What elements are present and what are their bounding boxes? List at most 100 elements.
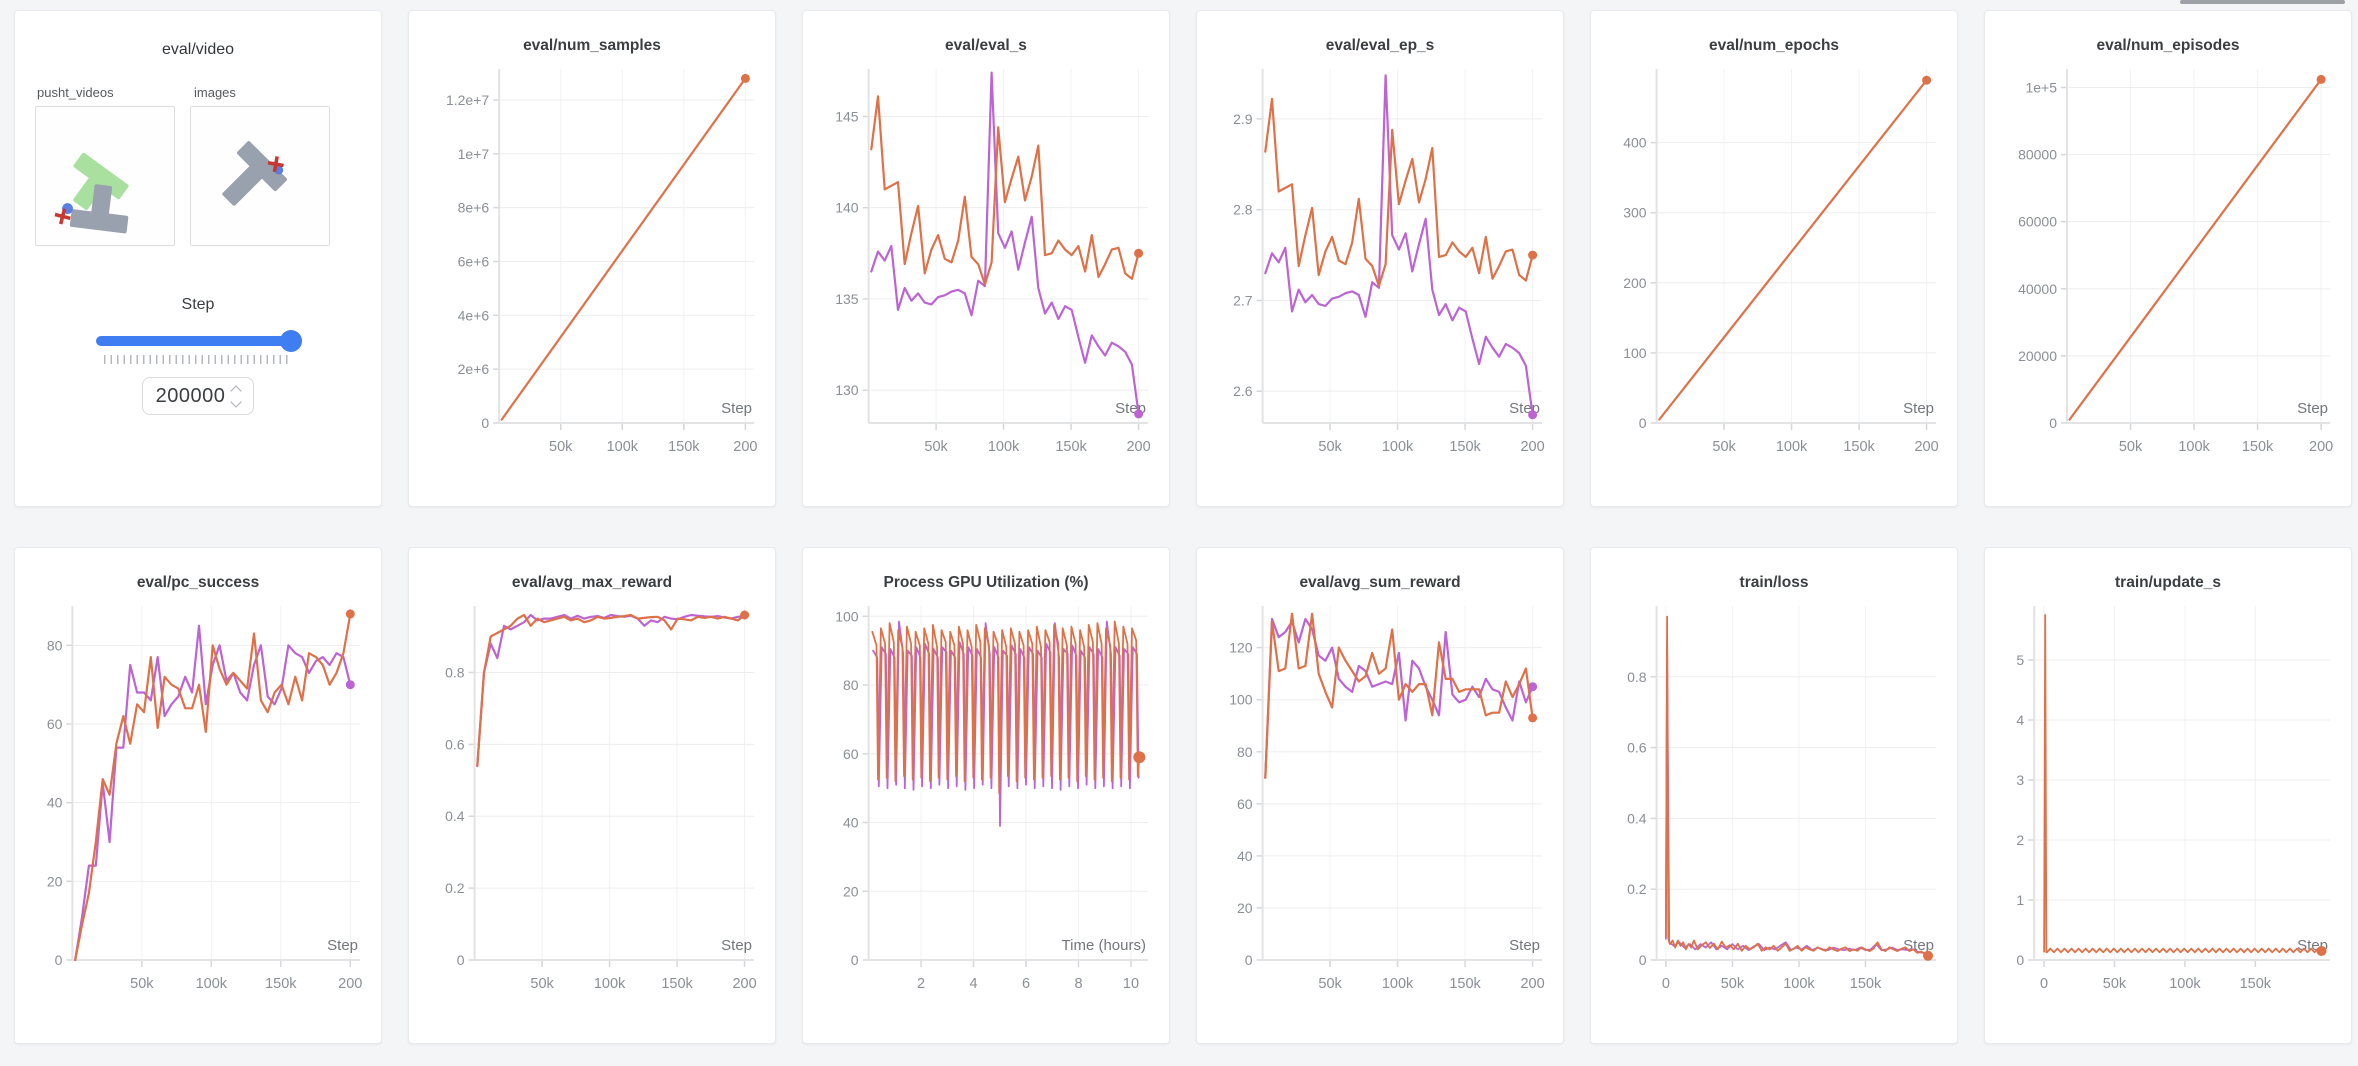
line-chart[interactable]: 50k 100k 150k 200 0 20 40 60 80 100 120 Step <box>1208 600 1552 1012</box>
x-axis-title: Step <box>721 937 752 954</box>
x-tick-label: 150k <box>1843 439 1875 455</box>
y-tick-label: 0 <box>851 952 859 968</box>
panel-eval-eval-s: eval/eval_s 50k 100k 150k 200 130 135 140 145 St… <box>802 10 1170 507</box>
x-tick-label: 150k <box>1449 439 1481 455</box>
x-tick-label: 100k <box>607 439 639 455</box>
x-tick-label: 100k <box>1783 976 1815 992</box>
x-tick-label: 200 <box>1126 439 1150 455</box>
series-line-orange-run <box>74 612 352 962</box>
y-tick-label: 80 <box>47 637 63 653</box>
x-tick-label: 200 <box>338 976 362 992</box>
chart-svg[interactable]: 50k 100k 150k 200 0 20000 40000 60000 80000 1e+5 S… <box>1996 63 2340 475</box>
panel-eval-num-epochs: eval/num_epochs 50k 100k 150k 200 0 100 200 300… <box>1590 10 1958 507</box>
line-chart[interactable]: 50k 100k 150k 200 0 2e+6 4e+6 6e+6 8e+6 1e+7 1.2e+… <box>420 63 764 475</box>
panel-title: eval/num_samples <box>523 37 661 54</box>
y-tick-label: 140 <box>835 200 859 216</box>
y-tick-label: 4e+6 <box>458 307 490 323</box>
x-tick-label: 100k <box>594 976 626 992</box>
x-tick-label: 150k <box>668 439 700 455</box>
y-tick-label: 40 <box>47 795 63 811</box>
x-tick-label: 100k <box>1382 439 1414 455</box>
y-tick-label: 80 <box>843 677 859 693</box>
x-tick-label: 150k <box>265 976 297 992</box>
y-tick-label: 0.8 <box>1627 669 1647 685</box>
horizontal-scrollbar-thumb[interactable] <box>2180 0 2345 4</box>
panel-title: Process GPU Utilization (%) <box>883 574 1089 591</box>
x-tick-label: 4 <box>969 976 977 992</box>
series-line-purple-run <box>74 624 352 962</box>
x-tick-label: 100k <box>988 439 1020 455</box>
y-tick-label: 1e+5 <box>2025 79 2057 95</box>
y-tick-label: 80000 <box>2018 147 2057 163</box>
y-tick-label: 20000 <box>2018 348 2057 364</box>
panel-title: eval/avg_max_reward <box>511 574 673 591</box>
x-tick-label: 50k <box>1318 439 1342 455</box>
series-end-dot <box>1134 248 1144 258</box>
line-chart[interactable]: 2 4 6 8 10 0 20 40 60 80 100 Time (hours) <box>814 600 1158 1012</box>
stepper-up-icon[interactable] <box>230 384 243 397</box>
y-tick-label: 0 <box>1639 415 1647 431</box>
number-stepper[interactable] <box>230 384 243 408</box>
images-thumbnail[interactable] <box>190 106 330 246</box>
x-tick-label: 50k <box>924 439 948 455</box>
panel-eval-video: eval/video pusht_videos images <box>14 10 382 507</box>
step-value[interactable]: 200000 <box>155 384 226 407</box>
panel-title: eval/eval_s <box>945 37 1027 54</box>
x-tick-label: 8 <box>1074 976 1082 992</box>
y-tick-label: 20 <box>843 883 859 899</box>
x-tick-label: 150k <box>2242 439 2274 455</box>
series-end-dot <box>1528 250 1538 260</box>
step-slider-label: Step <box>181 296 215 313</box>
line-chart[interactable]: 0 50k 100k 150k 0 1 2 3 4 5 Step <box>1996 600 2340 1012</box>
y-tick-label: 40 <box>1237 848 1253 864</box>
line-chart[interactable]: 50k 100k 150k 200 0 20000 40000 60000 80000 1e+5 S… <box>1996 63 2340 475</box>
x-tick-label: 50k <box>2103 976 2127 992</box>
line-chart[interactable]: 50k 100k 150k 200 130 135 140 145 Step <box>814 63 1158 475</box>
series-end-dot <box>1922 75 1932 85</box>
y-tick-label: 40000 <box>2018 281 2057 297</box>
chart-svg[interactable]: 50k 100k 150k 200 0 0.2 0.4 0.6 0.8 Step <box>420 600 764 1012</box>
step-number-input[interactable]: 200000 <box>142 377 254 415</box>
series-end-dot <box>1528 410 1538 420</box>
panel-eval-num-samples: eval/num_samples 50k 100k 150k 200 0 2e+6 4e+6… <box>408 10 776 507</box>
chart-svg[interactable]: 50k 100k 150k 200 0 20 40 60 80 Step <box>26 600 370 1012</box>
panel-title: eval/eval_ep_s <box>1325 37 1435 54</box>
line-chart[interactable]: 50k 100k 150k 200 2.6 2.7 2.8 2.9 Step <box>1208 63 1552 475</box>
line-chart[interactable]: 0 50k 100k 150k 0 0.2 0.4 0.6 0.8 Step <box>1602 600 1946 1012</box>
x-tick-label: 200 <box>1520 439 1544 455</box>
y-tick-label: 100 <box>835 608 859 624</box>
y-tick-label: 0 <box>481 415 489 431</box>
x-axis-title: Step <box>1903 400 1934 417</box>
y-tick-label: 60 <box>47 716 63 732</box>
series-line-orange-run <box>1665 615 1929 957</box>
step-slider[interactable] <box>96 330 302 352</box>
y-tick-label: 0 <box>1245 952 1253 968</box>
line-chart[interactable]: 50k 100k 150k 200 0 20 40 60 80 Step <box>26 600 370 1012</box>
images-label: images <box>194 85 236 100</box>
series-end-dot <box>1133 751 1146 764</box>
line-chart[interactable]: 50k 100k 150k 200 0 0.2 0.4 0.6 0.8 Step <box>420 600 764 1012</box>
chart-svg[interactable]: 50k 100k 150k 200 0 20 40 60 80 100 120 Step <box>1208 600 1552 1012</box>
y-tick-label: 100 <box>1229 692 1253 708</box>
x-tick-label: 0 <box>1662 976 1670 992</box>
slider-thumb[interactable] <box>280 330 302 352</box>
panel-title: eval/num_episodes <box>2096 37 2240 54</box>
object-t-shape <box>222 141 287 206</box>
chart-svg[interactable]: 50k 100k 150k 200 0 2e+6 4e+6 6e+6 8e+6 1e+7 1.2e+… <box>420 63 764 475</box>
x-tick-label: 10 <box>1123 976 1139 992</box>
y-tick-label: 100 <box>1623 345 1647 361</box>
stepper-down-icon[interactable] <box>230 395 243 408</box>
slider-track[interactable] <box>96 336 300 346</box>
chart-svg[interactable]: 50k 100k 150k 200 0 100 200 300 400 Step <box>1602 63 1946 475</box>
panel-eval-pc-success: eval/pc_success 50k 100k 150k 200 0 20 40 60 80 S… <box>14 547 382 1044</box>
series-line-orange-run <box>1264 612 1534 779</box>
x-tick-label: 150k <box>1055 439 1087 455</box>
y-tick-label: 120 <box>1229 640 1253 656</box>
line-chart[interactable]: 50k 100k 150k 200 0 100 200 300 400 Step <box>1602 63 1946 475</box>
pusht-video-thumbnail[interactable] <box>35 106 175 246</box>
